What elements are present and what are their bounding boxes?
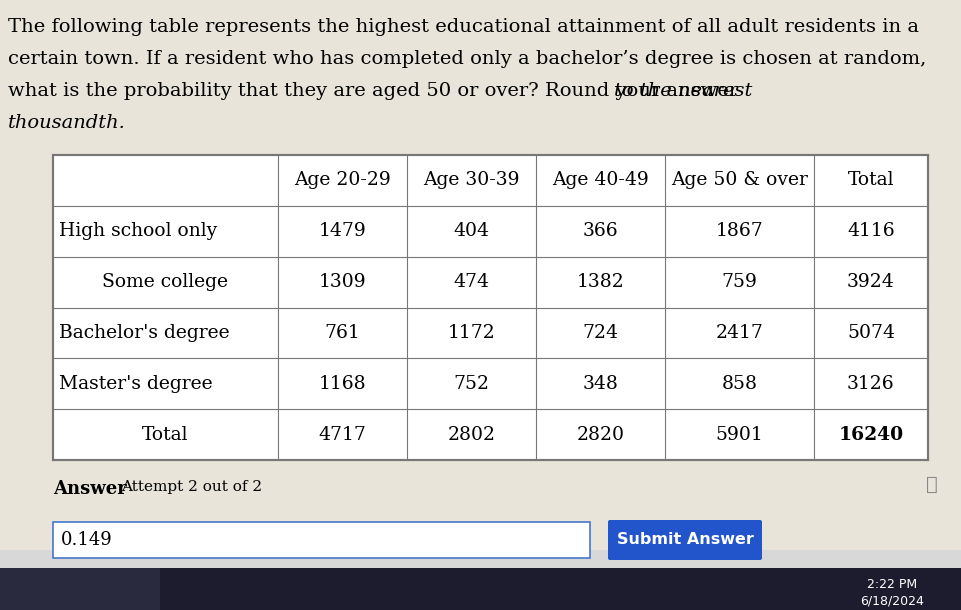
Text: 5901: 5901 <box>715 426 762 443</box>
Text: ⎕: ⎕ <box>925 475 937 494</box>
Text: 3126: 3126 <box>847 375 894 393</box>
Text: 3924: 3924 <box>847 273 894 291</box>
Text: Submit Answer: Submit Answer <box>616 533 752 548</box>
Text: Age 50 & over: Age 50 & over <box>670 171 807 190</box>
Text: 366: 366 <box>582 222 618 240</box>
Text: 2820: 2820 <box>576 426 624 443</box>
Text: Master's degree: Master's degree <box>59 375 212 393</box>
Text: 348: 348 <box>582 375 618 393</box>
FancyBboxPatch shape <box>0 568 961 610</box>
Text: 2417: 2417 <box>715 324 762 342</box>
Text: 752: 752 <box>453 375 489 393</box>
Text: The following table represents the highest educational attainment of all adult r: The following table represents the highe… <box>8 18 918 36</box>
Text: 759: 759 <box>721 273 756 291</box>
Text: Age 20-29: Age 20-29 <box>294 171 390 190</box>
Text: certain town. If a resident who has completed only a bachelor’s degree is chosen: certain town. If a resident who has comp… <box>8 50 925 68</box>
Text: 16240: 16240 <box>837 426 902 443</box>
Text: 1172: 1172 <box>447 324 495 342</box>
FancyBboxPatch shape <box>607 520 761 560</box>
Text: 5074: 5074 <box>846 324 894 342</box>
Text: Total: Total <box>847 171 893 190</box>
Text: 1309: 1309 <box>318 273 366 291</box>
Text: 2:22 PM: 2:22 PM <box>866 578 916 591</box>
Text: Answer: Answer <box>53 480 127 498</box>
Text: Some college: Some college <box>102 273 228 291</box>
FancyBboxPatch shape <box>0 568 160 610</box>
Text: 4116: 4116 <box>847 222 894 240</box>
Text: what is the probability that they are aged 50 or over? Round your answer: what is the probability that they are ag… <box>8 82 744 100</box>
Text: thousandth.: thousandth. <box>8 114 126 132</box>
Text: 858: 858 <box>721 375 756 393</box>
Text: 1867: 1867 <box>715 222 762 240</box>
Text: 1479: 1479 <box>318 222 366 240</box>
Text: 2802: 2802 <box>447 426 495 443</box>
Text: 474: 474 <box>453 273 489 291</box>
Text: 1382: 1382 <box>577 273 624 291</box>
Text: 4717: 4717 <box>318 426 366 443</box>
Text: 0.149: 0.149 <box>61 531 112 549</box>
Text: Bachelor's degree: Bachelor's degree <box>59 324 230 342</box>
Text: to the nearest: to the nearest <box>613 82 752 100</box>
Text: 404: 404 <box>453 222 489 240</box>
Text: 724: 724 <box>582 324 618 342</box>
Text: 6/18/2024: 6/18/2024 <box>859 594 923 607</box>
Text: Age 40-49: Age 40-49 <box>552 171 649 190</box>
Text: Total: Total <box>142 426 188 443</box>
FancyBboxPatch shape <box>53 155 927 460</box>
Text: Attempt 2 out of 2: Attempt 2 out of 2 <box>121 480 261 494</box>
Text: 1168: 1168 <box>318 375 366 393</box>
Text: 761: 761 <box>324 324 359 342</box>
Text: High school only: High school only <box>59 222 217 240</box>
FancyBboxPatch shape <box>53 522 589 558</box>
Text: Age 30-39: Age 30-39 <box>423 171 519 190</box>
FancyBboxPatch shape <box>0 0 961 550</box>
